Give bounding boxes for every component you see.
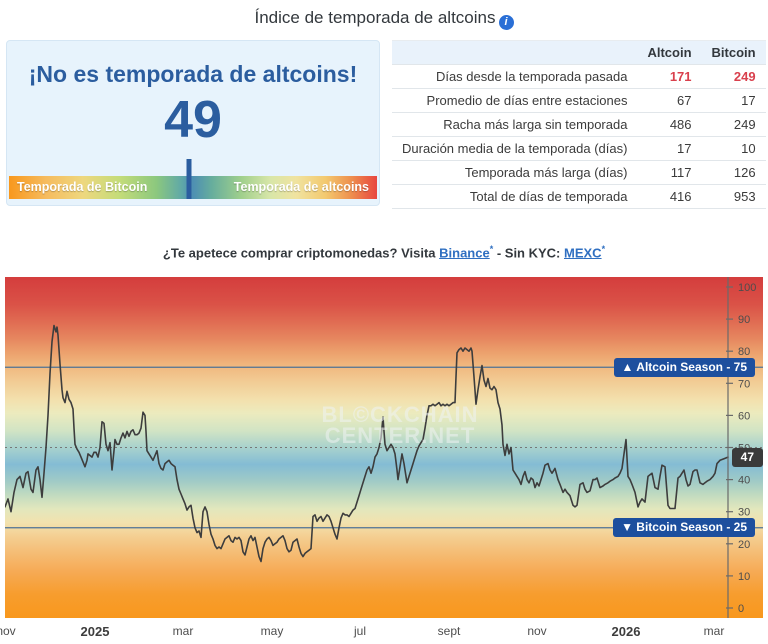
svg-text:70: 70 xyxy=(738,378,750,390)
promo-line: ¿Te apetece comprar criptomonedas? Visit… xyxy=(0,244,768,260)
svg-text:90: 90 xyxy=(738,314,750,326)
stat-label: Temporada más larga (días) xyxy=(392,160,638,185)
stats-row: Días desde la temporada pasada 171 249 xyxy=(392,64,766,89)
season-status-card: ¡No es temporada de altcoins! 49 Tempora… xyxy=(6,40,380,206)
meter-label-altcoin-season: Temporada de altcoins xyxy=(233,180,369,194)
stats-header-empty xyxy=(392,40,638,65)
promo-prefix: ¿Te apetece comprar criptomonedas? Visit… xyxy=(162,245,440,261)
season-meter-gradient-bar xyxy=(9,176,377,199)
chart-canvas: 1009080706050403020100 xyxy=(5,277,763,618)
stat-label: Promedio de días entre estaciones xyxy=(392,88,638,113)
page-header: Índice de temporada de altcoins i xyxy=(0,8,768,30)
x-axis-label: mar xyxy=(703,624,725,638)
meter-marker xyxy=(186,159,192,199)
meter-label-bitcoin-season: Temporada de Bitcoin xyxy=(17,180,148,194)
stat-bitcoin-value: 249 xyxy=(701,112,766,137)
svg-text:40: 40 xyxy=(738,475,750,487)
stat-altcoin-value: 117 xyxy=(637,160,702,185)
svg-text:20: 20 xyxy=(738,539,750,551)
stat-label: Días desde la temporada pasada xyxy=(392,64,638,89)
stat-label: Racha más larga sin temporada xyxy=(392,112,638,137)
current-value-badge: 47 xyxy=(731,447,763,467)
stat-label: Total de días de temporada xyxy=(392,184,638,209)
x-axis-label: may xyxy=(260,624,284,638)
x-axis-label: nov xyxy=(527,624,547,638)
stats-row: Racha más larga sin temporada 486 249 xyxy=(392,112,766,137)
stat-altcoin-value: 416 xyxy=(637,184,702,209)
season-headline: ¡No es temporada de altcoins! xyxy=(28,61,358,87)
stats-row: Duración media de la temporada (días) 17 1… xyxy=(392,136,766,161)
x-axis-label: nov xyxy=(0,624,16,638)
x-axis-label: 2025 xyxy=(80,624,110,639)
mexc-asterisk: * xyxy=(601,244,606,254)
bitcoin-season-threshold-badge: ▼ Bitcoin Season - 25 xyxy=(613,518,755,538)
stat-bitcoin-value: 17 xyxy=(701,88,766,113)
x-axis-label: mar xyxy=(172,624,194,638)
stats-header-bitcoin: Bitcoin xyxy=(701,40,766,65)
index-value: 49 xyxy=(164,91,222,149)
binance-link[interactable]: Binance xyxy=(439,245,490,261)
stat-bitcoin-value: 10 xyxy=(701,136,766,161)
svg-text:10: 10 xyxy=(738,571,750,583)
season-stats-table: Altcoin Bitcoin Días desde la temporada … xyxy=(392,40,766,209)
stats-rows: Días desde la temporada pasada 171 249 Prom… xyxy=(392,64,766,209)
promo-middle: - Sin KYC: xyxy=(493,245,564,261)
svg-text:0: 0 xyxy=(738,603,744,615)
binance-asterisk: * xyxy=(489,244,494,254)
svg-text:80: 80 xyxy=(738,346,750,358)
stats-row: Total de días de temporada 416 953 xyxy=(392,184,766,209)
altcoin-season-chart[interactable]: 1009080706050403020100 BL©CKCHAIN CENTER… xyxy=(5,277,763,618)
stats-row: Temporada más larga (días) 117 126 xyxy=(392,160,766,185)
stats-row: Promedio de días entre estaciones 67 17 xyxy=(392,88,766,113)
svg-text:60: 60 xyxy=(738,410,750,422)
stat-label: Duración media de la temporada (días) xyxy=(392,136,638,161)
stat-bitcoin-value: 249 xyxy=(701,64,766,89)
stat-altcoin-value: 171 xyxy=(637,64,702,89)
stat-altcoin-value: 486 xyxy=(637,112,702,137)
stat-altcoin-value: 17 xyxy=(637,136,702,161)
stat-bitcoin-value: 126 xyxy=(701,160,766,185)
stat-bitcoin-value: 953 xyxy=(701,184,766,209)
page-title: Índice de temporada de altcoins xyxy=(254,8,496,27)
x-axis-label: sept xyxy=(437,624,461,638)
stats-header-altcoin: Altcoin xyxy=(637,40,702,65)
chart-x-axis-labels: nov 2025 mar may jul sept nov 2026 mar xyxy=(0,622,768,644)
svg-text:100: 100 xyxy=(738,282,756,294)
svg-text:30: 30 xyxy=(738,507,750,519)
altcoin-season-threshold-badge: ▲ Altcoin Season - 75 xyxy=(613,357,755,377)
mexc-link[interactable]: MEXC xyxy=(564,245,602,261)
stats-header-row: Altcoin Bitcoin xyxy=(392,40,766,65)
x-axis-label: 2026 xyxy=(611,624,641,639)
info-icon[interactable]: i xyxy=(498,15,514,30)
season-meter: Temporada de Bitcoin Temporada de altcoi… xyxy=(9,159,377,199)
x-axis-label: jul xyxy=(353,624,367,638)
stat-altcoin-value: 67 xyxy=(637,88,702,113)
